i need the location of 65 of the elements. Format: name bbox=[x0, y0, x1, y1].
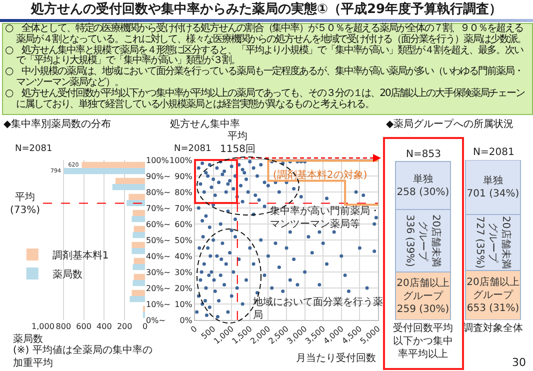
x-axis-title: 月当たり受付回数 bbox=[296, 352, 376, 364]
legend-label: 薬局数 bbox=[52, 268, 82, 280]
text: 30 bbox=[512, 356, 526, 369]
y-tick-label: 60%~ bbox=[146, 220, 170, 229]
y-tick-label: 20% bbox=[174, 284, 193, 293]
ref-line-label: 平均 (73%) bbox=[10, 191, 40, 216]
legend-label: 調剤基本料1 bbox=[52, 249, 109, 262]
series-label: 20店舗未満グループ bbox=[487, 216, 512, 269]
y-tick-label: 70% bbox=[174, 204, 193, 213]
annotation: N=853 bbox=[406, 149, 441, 160]
text: 20店舗未満グループ bbox=[417, 214, 441, 268]
y-tick-label: 40% bbox=[174, 252, 193, 261]
series-label: 単独 bbox=[412, 173, 433, 186]
y-tick-label: 40%~ bbox=[146, 252, 170, 261]
x-tick-label: 受付回数平均以下かつ集中率平均以上 bbox=[393, 322, 453, 360]
text: N=2081 bbox=[174, 144, 212, 154]
y-tick-label: 70%~ bbox=[146, 204, 170, 213]
y-tick-label: 100% bbox=[170, 156, 193, 165]
text: (※) 平均値は全薬局の集中率の加重平均 bbox=[13, 344, 152, 369]
x-tick-label: 0 bbox=[142, 322, 148, 331]
data-label: 336 (39%) bbox=[404, 214, 415, 268]
y-tick-label: 0%~ bbox=[146, 316, 166, 325]
x-axis-title: 薬局数 bbox=[13, 333, 43, 345]
text: 処方せんの受付回数や集中率からみた薬局の実態①（平成29年度予算執行調査） bbox=[30, 0, 504, 19]
data-label: 259 (30%) bbox=[396, 304, 450, 315]
ref-line-label: 平均 1158回 bbox=[220, 130, 256, 155]
text: ○ 中小規模の薬局は、地域において面分業を行っている薬局も一定程度あるが、集中率が高い薬局が多い（いわゆる門前薬局・マンツーマン薬局など）。 bbox=[5, 66, 524, 88]
x-tick-label: 600 bbox=[76, 322, 92, 331]
y-tick-label: 20%~ bbox=[146, 284, 170, 293]
data-label: 701 (34%) bbox=[466, 188, 520, 200]
text: ○ 全体として、特定の医療機関から受け付ける処方せんの割合（集中率）が５０％を超える薬局が全体の７割、９０％を超える薬局が４割となっている。これに対して、様々な医療機関からの処方せんを地域で受け付ける（面分業を行う）薬局は少数派。 bbox=[5, 23, 528, 45]
annotation: (調剤基本料2の対象) bbox=[273, 169, 368, 181]
series-label: 20店舗以上グループ bbox=[466, 276, 520, 302]
annotation: 集中率が高い門前薬局・マンツーマン薬局等 bbox=[270, 205, 380, 230]
text: N=2081 bbox=[15, 144, 52, 154]
y-tick-label: 90% bbox=[174, 172, 193, 181]
y-tick-label: 30%~ bbox=[146, 268, 170, 277]
x-tick-label: 200 bbox=[116, 322, 132, 331]
chart-title: ◆薬局グループへの所属状況 bbox=[386, 118, 514, 130]
y-tick-label: 90%~ bbox=[146, 172, 170, 181]
y-tick-label: 10% bbox=[174, 300, 193, 309]
annotation: N=2081 bbox=[473, 147, 514, 158]
x-tick-label: 1,000 bbox=[32, 322, 54, 331]
text: 単独 bbox=[482, 176, 503, 187]
y-tick-label: 50% bbox=[174, 236, 193, 245]
x-tick-label: 400 bbox=[96, 322, 112, 331]
x-tick-label: 800 bbox=[56, 322, 72, 331]
data-label: 258 (30%) bbox=[396, 187, 450, 198]
y-tick-label: 100% bbox=[146, 156, 170, 165]
annotation: 地域において面分業を行う薬局 bbox=[252, 296, 383, 321]
y-axis-title: 処方せん集中率 bbox=[170, 118, 240, 130]
data-label: 727 (35%) bbox=[474, 216, 485, 269]
y-tick-label: 80%~ bbox=[146, 188, 170, 197]
y-tick-label: 50%~ bbox=[146, 236, 170, 245]
y-tick-label: 10%~ bbox=[146, 300, 170, 309]
text: ○ 処方せん集中率と規模で薬局を４形態に区分すると、「平均より小規模」で「集中率が高い」類型が４割を超え、最多。次いで「平均より大規模」で「集中率が高い」類型が３割。 bbox=[5, 44, 524, 66]
text: 20店舗以上グループ bbox=[396, 278, 450, 302]
text: ○ 処方せん受付回数が平均以下かつ集中率が平均以上の薬局であっても、その３分の１は、20店舗以上の大手保険薬局チェーンに属しており、単独で経営している小規模薬局とは経営実態が異なるものと考えられる。 bbox=[5, 88, 526, 110]
y-tick-label: 30% bbox=[174, 268, 193, 277]
data-label: 653 (31%) bbox=[466, 303, 520, 314]
chart-title: ◆集中率別薬局数の分布 bbox=[4, 118, 112, 130]
y-tick-label: 60% bbox=[174, 220, 193, 229]
y-tick-label: 80% bbox=[174, 188, 193, 197]
x-tick-label: 0 bbox=[189, 324, 199, 334]
y-tick-label: 0% bbox=[180, 316, 193, 325]
